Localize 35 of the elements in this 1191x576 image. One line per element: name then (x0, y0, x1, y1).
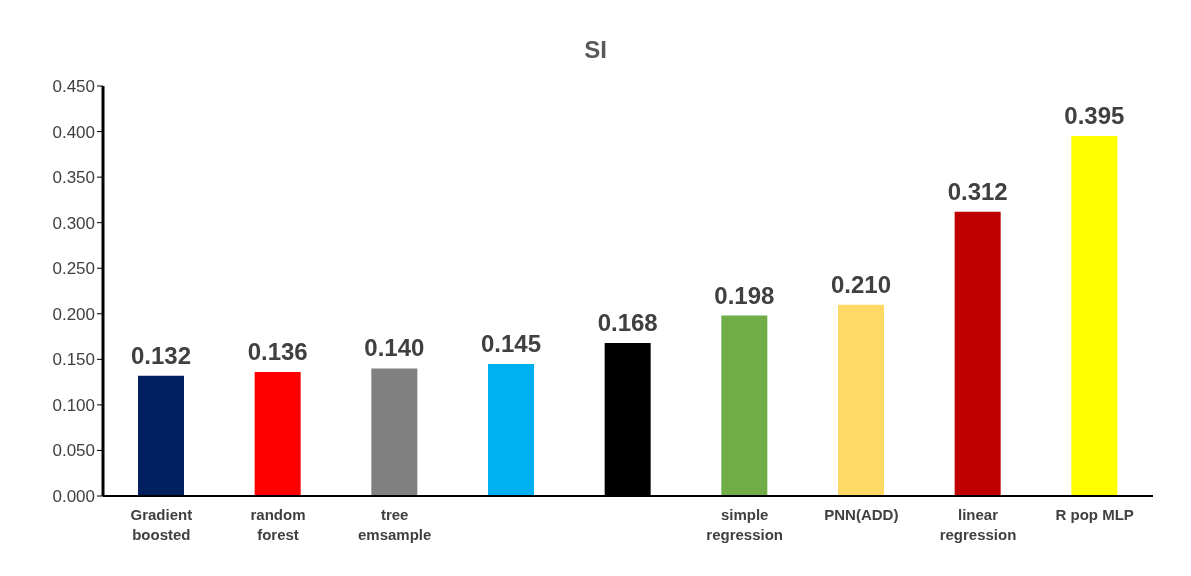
data-label: 0.210 (830, 270, 892, 298)
bar (954, 211, 1001, 496)
y-tick-label: 0.400 (52, 122, 95, 142)
data-label: 0.145 (480, 329, 542, 357)
data-label: 0.140 (364, 334, 425, 362)
bar (254, 372, 301, 496)
x-tick-label: linear regression (939, 506, 1017, 543)
data-label: 0.312 (947, 177, 1008, 205)
bar (488, 363, 534, 496)
y-tick-label: 0.300 (52, 213, 95, 233)
y-tick-label: 0.450 (52, 77, 95, 97)
x-tick-label: random forest (250, 506, 306, 543)
y-tick-label: 0.100 (52, 395, 95, 415)
data-label: 0.168 (597, 308, 658, 336)
chart-title: SI (583, 35, 608, 65)
bar (138, 375, 184, 496)
y-tick-label: 0.150 (52, 350, 95, 370)
x-tick-label: PNN(ADD) (824, 506, 899, 523)
bar (371, 368, 418, 496)
x-tick-label: tree emsample (357, 506, 432, 543)
y-tick-label: 0.350 (52, 168, 95, 188)
y-tick-label: 0.050 (52, 441, 95, 461)
data-label: 0.136 (247, 338, 308, 366)
data-label: 0.198 (714, 281, 775, 309)
y-tick-label: 0.000 (52, 487, 95, 507)
x-tick-label: R pop MLP (1055, 506, 1134, 523)
y-tick-label: 0.250 (52, 259, 95, 279)
x-tick-label: simple regression (706, 506, 784, 543)
x-tick-label: Gradient boosted (130, 506, 193, 543)
bar (838, 304, 884, 496)
data-label: 0.395 (1064, 102, 1125, 130)
data-label: 0.132 (130, 341, 192, 369)
bar (1071, 136, 1118, 496)
y-tick-label: 0.200 (52, 304, 95, 324)
bar (721, 315, 768, 496)
